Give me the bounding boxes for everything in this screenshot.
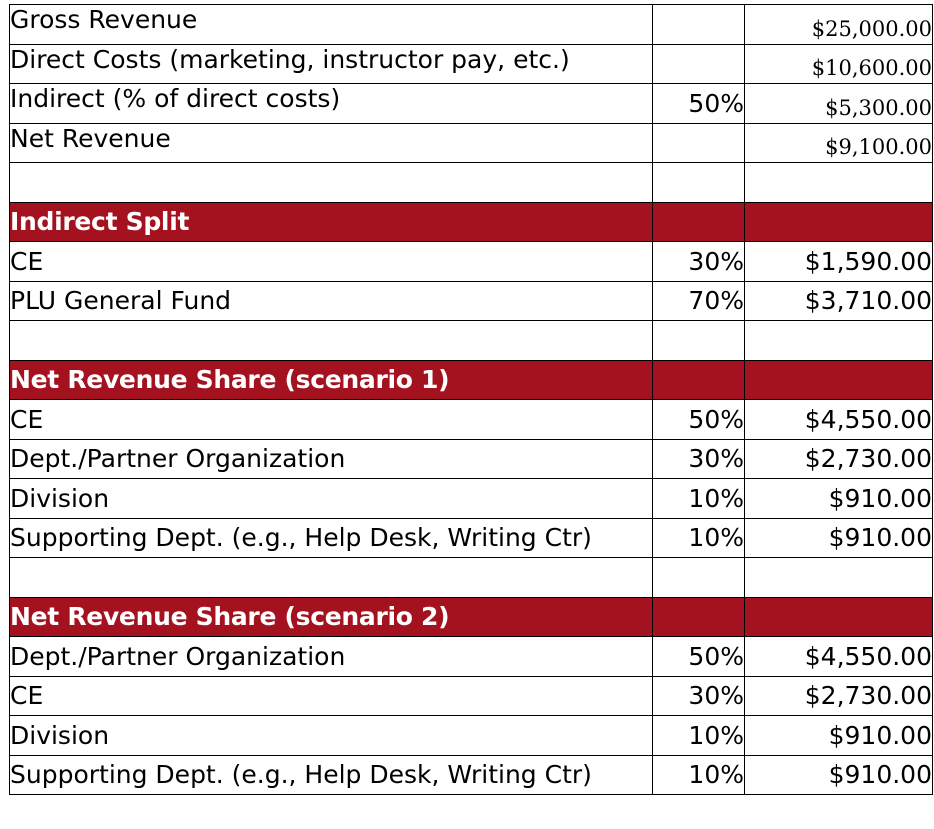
empty-cell — [652, 162, 745, 203]
section-header: Indirect Split — [9, 201, 933, 242]
row-amount: $910.00 — [744, 478, 933, 519]
section-title: Net Revenue Share (scenario 1) — [9, 359, 653, 400]
row-amount: $2,730.00 — [744, 438, 933, 479]
row-amount: $10,600.00 — [744, 43, 933, 84]
row-percent: 10% — [652, 715, 745, 756]
section-title: Net Revenue Share (scenario 2) — [9, 596, 653, 637]
row-label: Indirect (% of direct costs) — [9, 83, 653, 124]
row-label: CE — [9, 241, 653, 282]
row-label: CE — [9, 399, 653, 440]
table-row: Supporting Dept. (e.g., Help Desk, Writi… — [9, 517, 933, 558]
row-percent: 30% — [652, 438, 745, 479]
row-label: Net Revenue — [9, 122, 653, 163]
row-label: Supporting Dept. (e.g., Help Desk, Writi… — [9, 754, 653, 795]
table-row: Dept./Partner Organization 50% $4,550.00 — [9, 636, 933, 677]
empty-cell — [744, 596, 933, 637]
row-label: PLU General Fund — [9, 280, 653, 321]
table-row: Indirect (% of direct costs) 50% $5,300.… — [9, 83, 933, 124]
table-row: Net Revenue $9,100.00 — [9, 122, 933, 163]
row-percent: 10% — [652, 517, 745, 558]
table-row: Division 10% $910.00 — [9, 715, 933, 756]
row-percent — [652, 122, 745, 163]
row-amount: $4,550.00 — [744, 399, 933, 440]
table-row: CE 30% $2,730.00 — [9, 675, 933, 716]
section-header: Net Revenue Share (scenario 2) — [9, 596, 933, 637]
row-percent: 50% — [652, 399, 745, 440]
row-label: Dept./Partner Organization — [9, 438, 653, 479]
row-amount: $4,550.00 — [744, 636, 933, 677]
row-label: Dept./Partner Organization — [9, 636, 653, 677]
empty-cell — [744, 320, 933, 361]
row-label: Direct Costs (marketing, instructor pay,… — [9, 43, 653, 84]
row-label: Division — [9, 715, 653, 756]
row-amount: $25,000.00 — [744, 4, 933, 45]
row-percent: 30% — [652, 241, 745, 282]
row-label: CE — [9, 675, 653, 716]
empty-cell — [652, 320, 745, 361]
row-label: Division — [9, 478, 653, 519]
empty-cell — [744, 557, 933, 598]
empty-cell — [652, 359, 745, 400]
row-amount: $910.00 — [744, 754, 933, 795]
empty-cell — [744, 201, 933, 242]
row-percent: 30% — [652, 675, 745, 716]
empty-cell — [9, 320, 653, 361]
spacer-row — [9, 320, 933, 361]
table-row: CE 50% $4,550.00 — [9, 399, 933, 440]
empty-cell — [652, 596, 745, 637]
row-label: Supporting Dept. (e.g., Help Desk, Writi… — [9, 517, 653, 558]
empty-cell — [744, 359, 933, 400]
section-title: Indirect Split — [9, 201, 653, 242]
empty-cell — [744, 162, 933, 203]
row-amount: $9,100.00 — [744, 122, 933, 163]
row-amount: $5,300.00 — [744, 83, 933, 124]
empty-cell — [652, 557, 745, 598]
row-amount: $1,590.00 — [744, 241, 933, 282]
row-percent: 70% — [652, 280, 745, 321]
section-header: Net Revenue Share (scenario 1) — [9, 359, 933, 400]
spacer-row — [9, 162, 933, 203]
empty-cell — [652, 201, 745, 242]
row-amount: $910.00 — [744, 715, 933, 756]
row-label: Gross Revenue — [9, 4, 653, 45]
row-percent: 10% — [652, 478, 745, 519]
table-row: CE 30% $1,590.00 — [9, 241, 933, 282]
spacer-row — [9, 557, 933, 598]
row-percent: 50% — [652, 636, 745, 677]
row-amount: $910.00 — [744, 517, 933, 558]
row-amount: $3,710.00 — [744, 280, 933, 321]
row-percent — [652, 4, 745, 45]
row-percent: 10% — [652, 754, 745, 795]
row-amount: $2,730.00 — [744, 675, 933, 716]
table-row: Direct Costs (marketing, instructor pay,… — [9, 43, 933, 84]
row-percent — [652, 43, 745, 84]
empty-cell — [9, 557, 653, 598]
table-row: Gross Revenue $25,000.00 — [9, 4, 933, 45]
table-row: Division 10% $910.00 — [9, 478, 933, 519]
row-percent: 50% — [652, 83, 745, 124]
empty-cell — [9, 162, 653, 203]
revenue-share-table: Gross Revenue $25,000.00 Direct Costs (m… — [9, 4, 933, 795]
table-row: Dept./Partner Organization 30% $2,730.00 — [9, 438, 933, 479]
table-row: Supporting Dept. (e.g., Help Desk, Writi… — [9, 754, 933, 795]
table-row: PLU General Fund 70% $3,710.00 — [9, 280, 933, 321]
